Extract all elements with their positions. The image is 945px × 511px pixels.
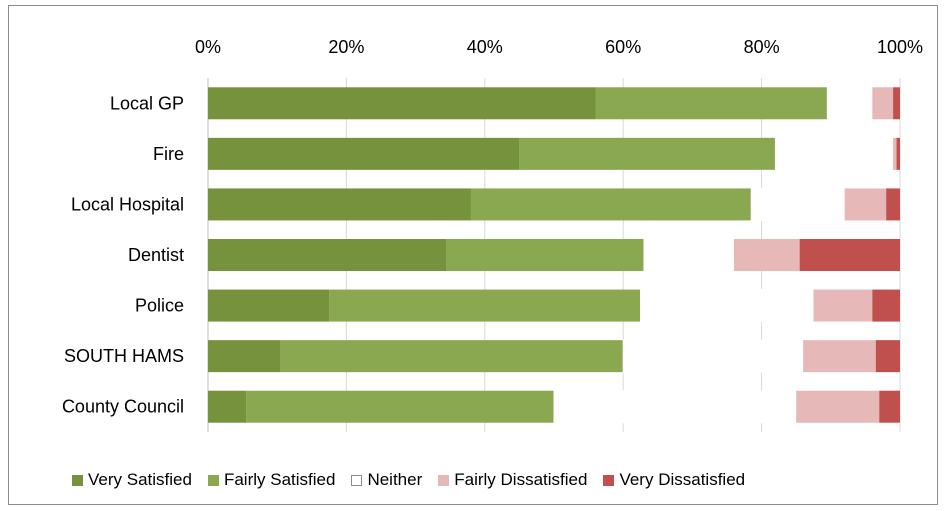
- bar-segment: [826, 86, 873, 120]
- legend-item: Neither: [351, 470, 422, 490]
- legend-label: Fairly Dissatisfied: [454, 470, 588, 489]
- legend-swatch: [438, 474, 450, 486]
- bar-segment: [246, 390, 554, 423]
- legend-swatch: [351, 474, 363, 486]
- bar-segment: [622, 339, 804, 373]
- bar-segment: [208, 188, 471, 221]
- category-label: Dentist: [128, 245, 184, 265]
- bar-segment: [872, 289, 900, 322]
- legend: Very Satisfied Fairly Satisfied Neither Fai…: [72, 470, 761, 490]
- bar-segment: [879, 390, 900, 423]
- bar-segment: [280, 340, 624, 373]
- category-label: Local Hospital: [71, 194, 184, 214]
- bar-segment: [208, 87, 596, 120]
- bar-segment: [208, 289, 330, 322]
- x-tick-label: 80%: [744, 37, 780, 57]
- x-tick-label: 0%: [195, 37, 221, 57]
- bar-segment: [519, 137, 776, 170]
- category-label: Police: [135, 296, 184, 316]
- legend-label: Fairly Satisfied: [223, 470, 336, 489]
- bar-segment: [595, 87, 828, 120]
- legend-item: Fairly Dissatisfied: [438, 470, 587, 490]
- bar-segment: [799, 239, 900, 271]
- legend-swatch: [603, 474, 615, 486]
- bar-segment: [774, 137, 894, 171]
- x-tick-label: 20%: [328, 37, 364, 57]
- bar-segment: [813, 289, 873, 322]
- bar-segment: [796, 390, 880, 423]
- bar-segment: [553, 390, 797, 424]
- category-label: SOUTH HAMS: [64, 346, 184, 366]
- bar-segment: [875, 340, 900, 373]
- bar-segment: [750, 187, 846, 221]
- bar-segment: [896, 137, 900, 170]
- bar-segment: [208, 390, 247, 423]
- bar-segment: [643, 238, 735, 272]
- legend-item: Fairly Satisfied: [207, 470, 336, 490]
- bar-segment: [329, 289, 641, 322]
- category-labels: Local GP Fire Local Hospital Dentist Police S…: [62, 93, 184, 416]
- legend-label: Very Dissatisfied: [619, 470, 746, 489]
- bar-segment: [844, 188, 887, 221]
- legend-item: Very Satisfied: [72, 470, 192, 490]
- category-label: Local GP: [110, 93, 184, 113]
- legend-label: Neither: [367, 470, 423, 489]
- bars: [208, 86, 900, 424]
- bar-segment: [733, 239, 800, 271]
- x-tick-label: 100%: [877, 37, 923, 57]
- category-label: County Council: [62, 397, 184, 417]
- category-label: Fire: [153, 144, 184, 164]
- bar-segment: [640, 289, 814, 323]
- bar-segment: [208, 137, 520, 170]
- bar-segment: [886, 188, 900, 221]
- bar-segment: [446, 239, 644, 271]
- legend-item: Very Dissatisfied: [603, 470, 745, 490]
- legend-swatch: [207, 474, 219, 486]
- bar-segment: [208, 239, 447, 271]
- bar-segment: [893, 137, 897, 170]
- legend-swatch: [72, 474, 83, 486]
- x-tick-labels: 0% 20% 40% 60% 80% 100%: [195, 37, 923, 57]
- bar-segment: [893, 87, 900, 120]
- bar-segment: [872, 87, 894, 120]
- bar-segment: [470, 188, 752, 221]
- bar-segment: [208, 340, 281, 373]
- x-tick-label: 60%: [605, 37, 641, 57]
- legend-label: Very Satisfied: [88, 470, 192, 489]
- x-tick-label: 40%: [467, 37, 503, 57]
- bar-segment: [803, 340, 876, 373]
